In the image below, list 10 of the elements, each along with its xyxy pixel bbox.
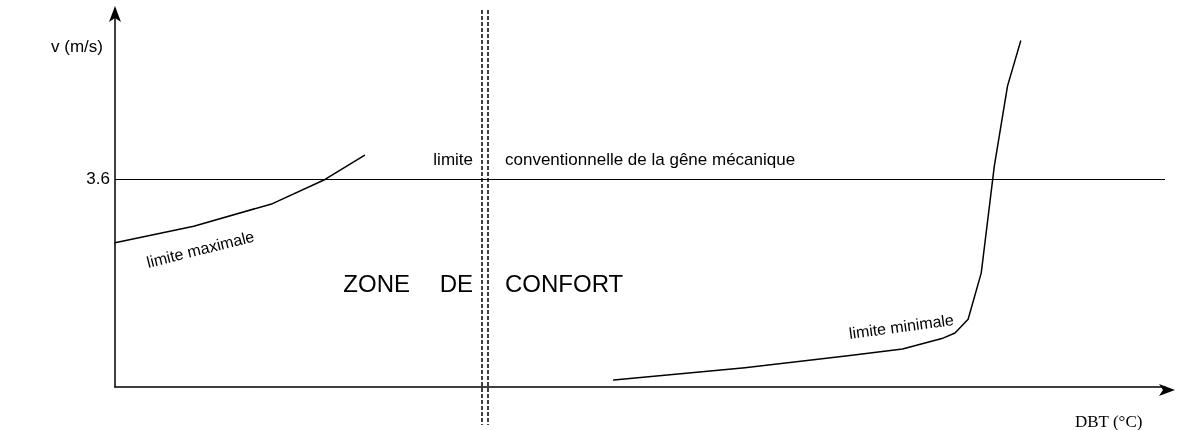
y-axis-title: v (m/s) <box>51 37 103 56</box>
text: 3.6 <box>86 168 110 188</box>
annotation: ZONE <box>343 269 410 297</box>
text: limite maximale <box>144 227 257 271</box>
text: limite minimale <box>847 311 955 343</box>
annotation: DE <box>439 269 473 297</box>
annotation: CONFORT <box>505 269 624 297</box>
annotation: limite <box>433 150 473 170</box>
annotation: conventionnelle de la gêne mécanique <box>505 150 796 170</box>
x-axis-title: DBT (°C) <box>1075 412 1143 430</box>
